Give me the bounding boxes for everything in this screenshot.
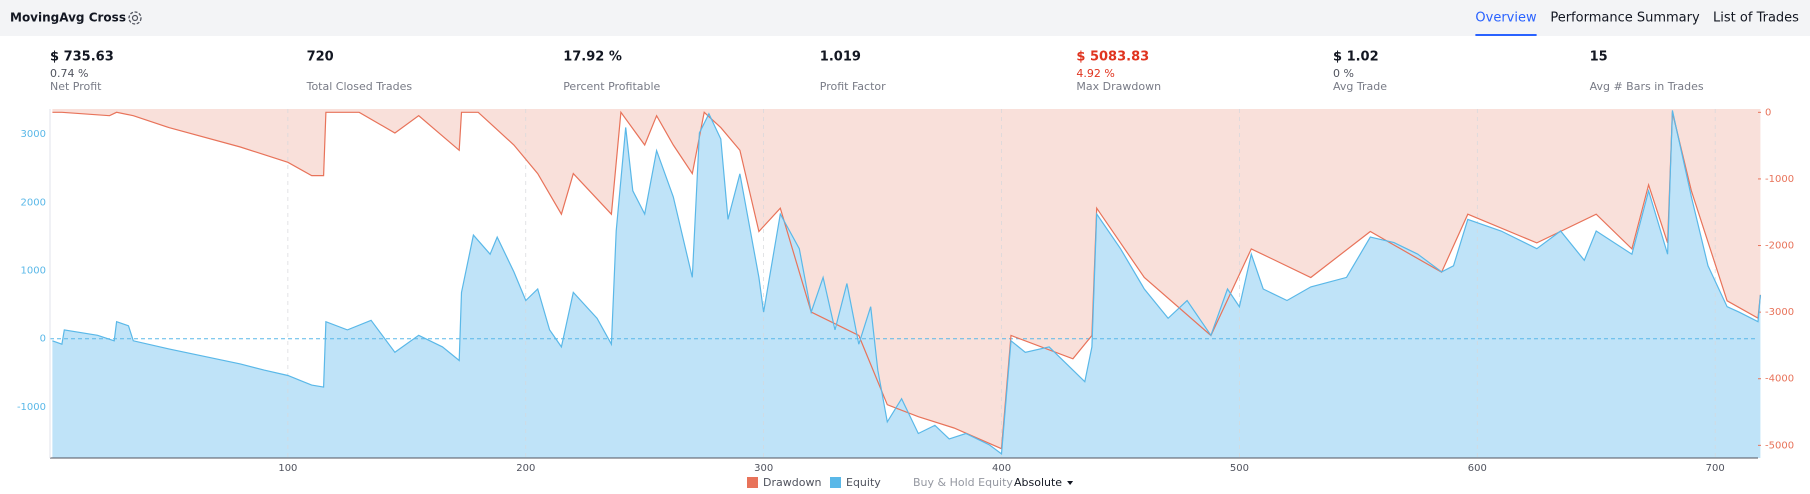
y-tick-label: 2000 xyxy=(21,197,46,208)
y-tick-label: -1000 xyxy=(17,402,46,413)
stat-label: Max Drawdown xyxy=(1076,80,1161,93)
active-tab-underline xyxy=(1475,34,1537,36)
x-tick-label: 300 xyxy=(754,463,773,474)
stat-sub: 0 % xyxy=(1333,67,1354,80)
series-area xyxy=(52,109,1761,449)
x-tick-label: 600 xyxy=(1468,463,1487,474)
y2-tick-label: -2000 xyxy=(1765,241,1794,252)
x-tick-label: 200 xyxy=(516,463,535,474)
y2-tick-label: -1000 xyxy=(1765,174,1794,185)
y2-tick-label: -4000 xyxy=(1765,374,1794,385)
x-tick-label: 700 xyxy=(1706,463,1725,474)
stat-value: $ 1.02 xyxy=(1333,50,1379,65)
settings-icon[interactable] xyxy=(128,11,142,25)
dropdown-arrow[interactable] xyxy=(1067,481,1074,485)
stat-label: Percent Profitable xyxy=(563,80,660,93)
stat-value: $ 5083.83 xyxy=(1076,50,1149,65)
y2-tick-label: -3000 xyxy=(1765,307,1794,318)
stat-label: Net Profit xyxy=(50,80,102,93)
tab[interactable]: Performance Summary xyxy=(1550,11,1700,26)
legend-swatch[interactable] xyxy=(830,477,841,488)
x-tick-label: 400 xyxy=(992,463,1011,474)
stat-sub: 0.74 % xyxy=(50,67,88,80)
y-tick-label: 0 xyxy=(40,334,46,345)
stat-label: Total Closed Trades xyxy=(306,80,413,93)
stat-label: Avg Trade xyxy=(1333,80,1387,93)
series-line xyxy=(52,110,1761,456)
y-tick-label: 3000 xyxy=(21,129,46,140)
tab[interactable]: List of Trades xyxy=(1713,11,1799,26)
stat-value: 15 xyxy=(1590,50,1608,65)
y-tick-label: 1000 xyxy=(21,266,46,277)
stat-value: 17.92 % xyxy=(563,50,622,65)
strategy-title: MovingAvg Cross xyxy=(10,11,126,25)
x-tick-label: 500 xyxy=(1230,463,1249,474)
header-bar xyxy=(0,0,1810,36)
y2-tick-label: -5000 xyxy=(1765,440,1794,451)
y2-tick-label: 0 xyxy=(1765,107,1771,118)
legend-swatch[interactable] xyxy=(747,477,758,488)
legend-label-inactive[interactable]: Buy & Hold Equity xyxy=(913,476,1013,489)
legend-label[interactable]: Drawdown xyxy=(763,476,821,489)
stat-value: 720 xyxy=(307,50,334,65)
stat-label: Avg # Bars in Trades xyxy=(1590,80,1704,93)
x-tick-label: 100 xyxy=(278,463,297,474)
series-line xyxy=(52,110,1761,450)
stat-label: Profit Factor xyxy=(820,80,886,93)
stat-value: 1.019 xyxy=(820,50,861,65)
tab[interactable]: Overview xyxy=(1475,11,1537,26)
scale-mode-dropdown[interactable]: Absolute xyxy=(1014,476,1062,489)
stat-sub: 4.92 % xyxy=(1076,67,1114,80)
legend-label[interactable]: Equity xyxy=(846,476,881,489)
stat-value: $ 735.63 xyxy=(50,50,114,65)
series-area xyxy=(52,110,1761,459)
